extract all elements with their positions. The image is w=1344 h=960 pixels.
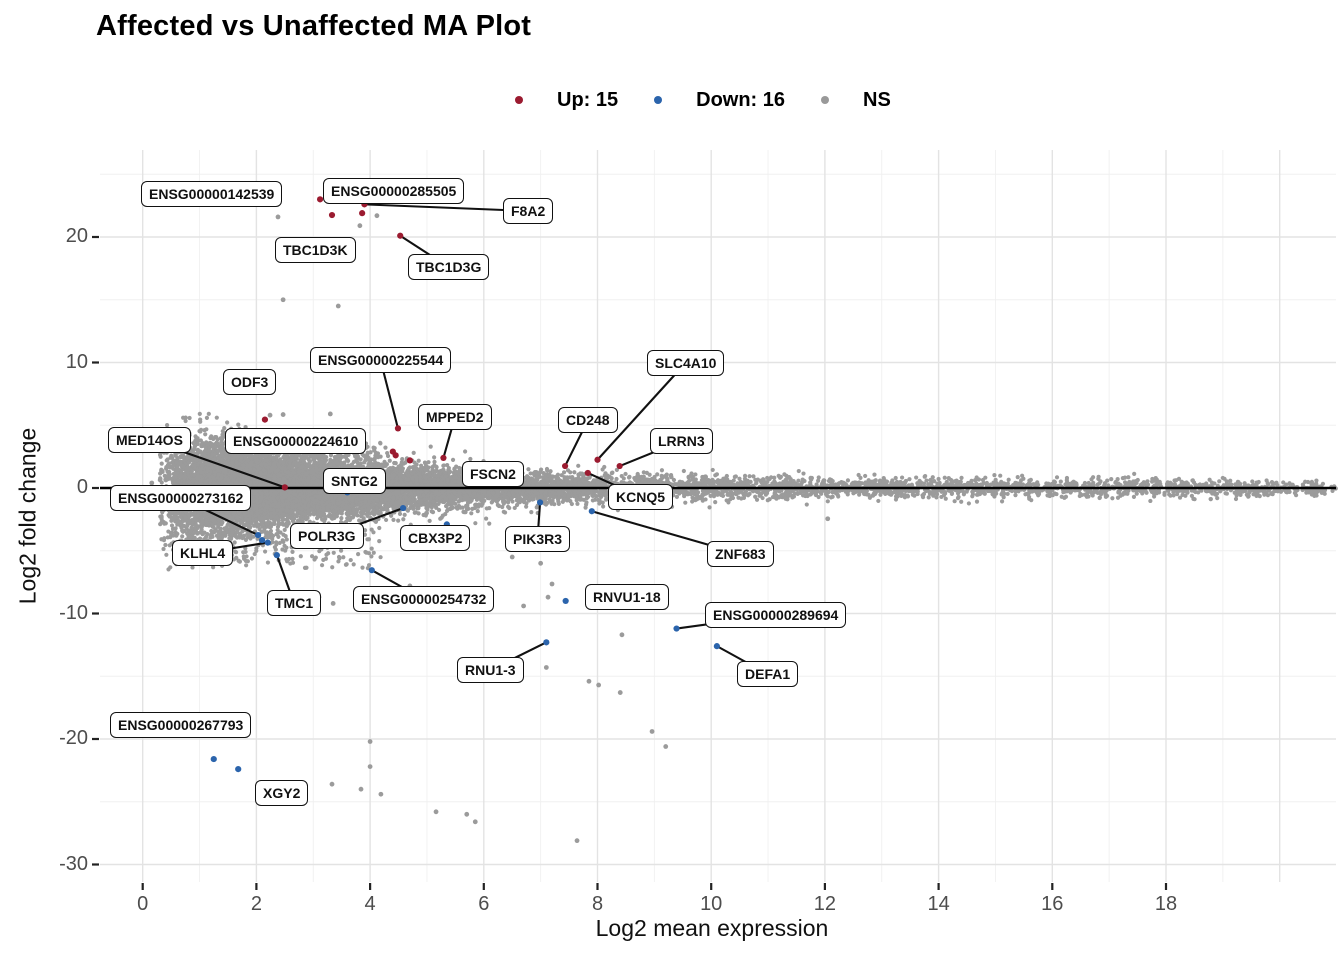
- y-axis-title: Log2 fold change: [14, 427, 41, 605]
- x-axis-title: Log2 mean expression: [595, 915, 829, 941]
- x-tick-label: 12: [813, 893, 837, 915]
- x-tick-label: 18: [1154, 893, 1178, 915]
- x-tick-label: 14: [927, 893, 950, 915]
- x-tick-label: 16: [1041, 893, 1064, 915]
- x-tick-label: 10: [700, 893, 723, 915]
- y-tick-label: -10: [59, 601, 88, 624]
- x-tick-label: 2: [250, 893, 262, 915]
- x-tick-label: 4: [364, 893, 376, 915]
- x-tick-label: 8: [591, 893, 604, 915]
- y-tick-label: 10: [65, 350, 88, 373]
- y-tick-label: -30: [59, 852, 88, 875]
- y-tick-label: 0: [76, 476, 88, 498]
- x-tick-label: 0: [137, 893, 149, 915]
- x-tick-label: 6: [478, 893, 490, 915]
- y-tick-label: -20: [59, 727, 88, 749]
- y-tick-label: 20: [65, 225, 88, 247]
